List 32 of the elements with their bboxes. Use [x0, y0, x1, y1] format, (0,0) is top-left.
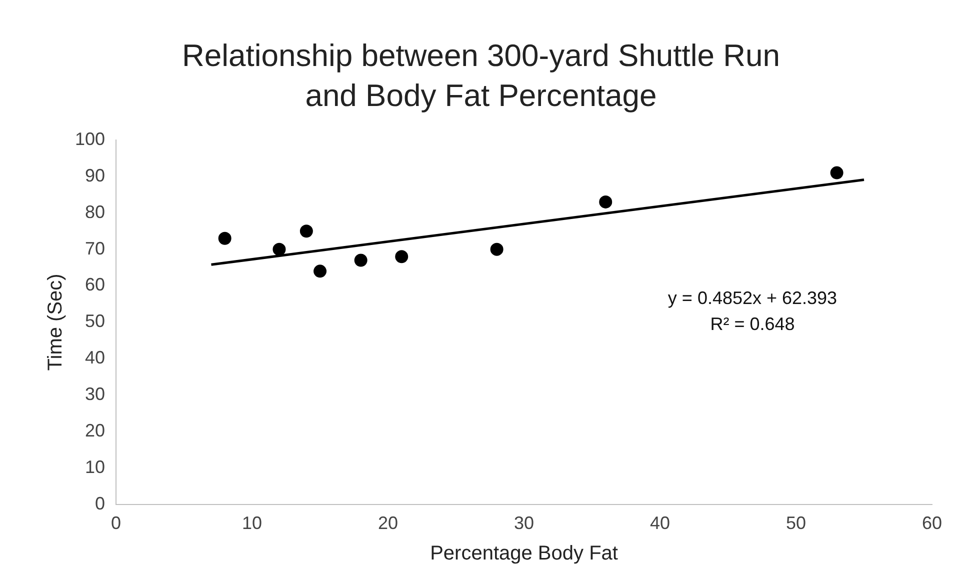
y-tick-label: 100: [74, 128, 106, 149]
y-tick-label: 50: [85, 311, 106, 332]
y-tick-label: 90: [85, 165, 106, 186]
y-tick-label: 80: [85, 202, 106, 222]
x-tick-label: 10: [242, 513, 262, 534]
point: [272, 242, 286, 256]
y-tick-label: 70: [85, 238, 106, 258]
chart-title: Relationship between 300-yard Shuttle Run and Body Fat Percentage: [181, 37, 781, 115]
x-axis-title: Percentage Body Fat: [430, 542, 618, 565]
point: [830, 166, 844, 180]
y-tick-label: 10: [85, 456, 106, 477]
x-tick-label: 50: [786, 513, 806, 534]
point: [314, 264, 327, 278]
annotation: y = 0.4852x + 62.393: [668, 288, 838, 308]
point: [354, 254, 368, 267]
point: [218, 232, 232, 245]
x-tick-label: 0: [111, 513, 122, 534]
annotation: R² = 0.648: [710, 314, 795, 334]
y-tick-label: 40: [85, 348, 106, 368]
y-tick-label: 0: [95, 493, 106, 514]
point: [490, 242, 504, 256]
y-tick-label: 20: [85, 420, 106, 440]
y-axis-title: Time (Sec): [44, 274, 67, 371]
x-tick-label: 60: [922, 513, 942, 534]
y-tick-label: 30: [85, 384, 106, 404]
point: [300, 224, 313, 238]
x-tick-label: 30: [514, 513, 534, 534]
point: [599, 195, 612, 208]
x-tick-label: 20: [378, 513, 398, 534]
x-tick-label: 40: [650, 513, 670, 534]
point: [395, 250, 408, 264]
y-tick-label: 60: [85, 274, 106, 295]
